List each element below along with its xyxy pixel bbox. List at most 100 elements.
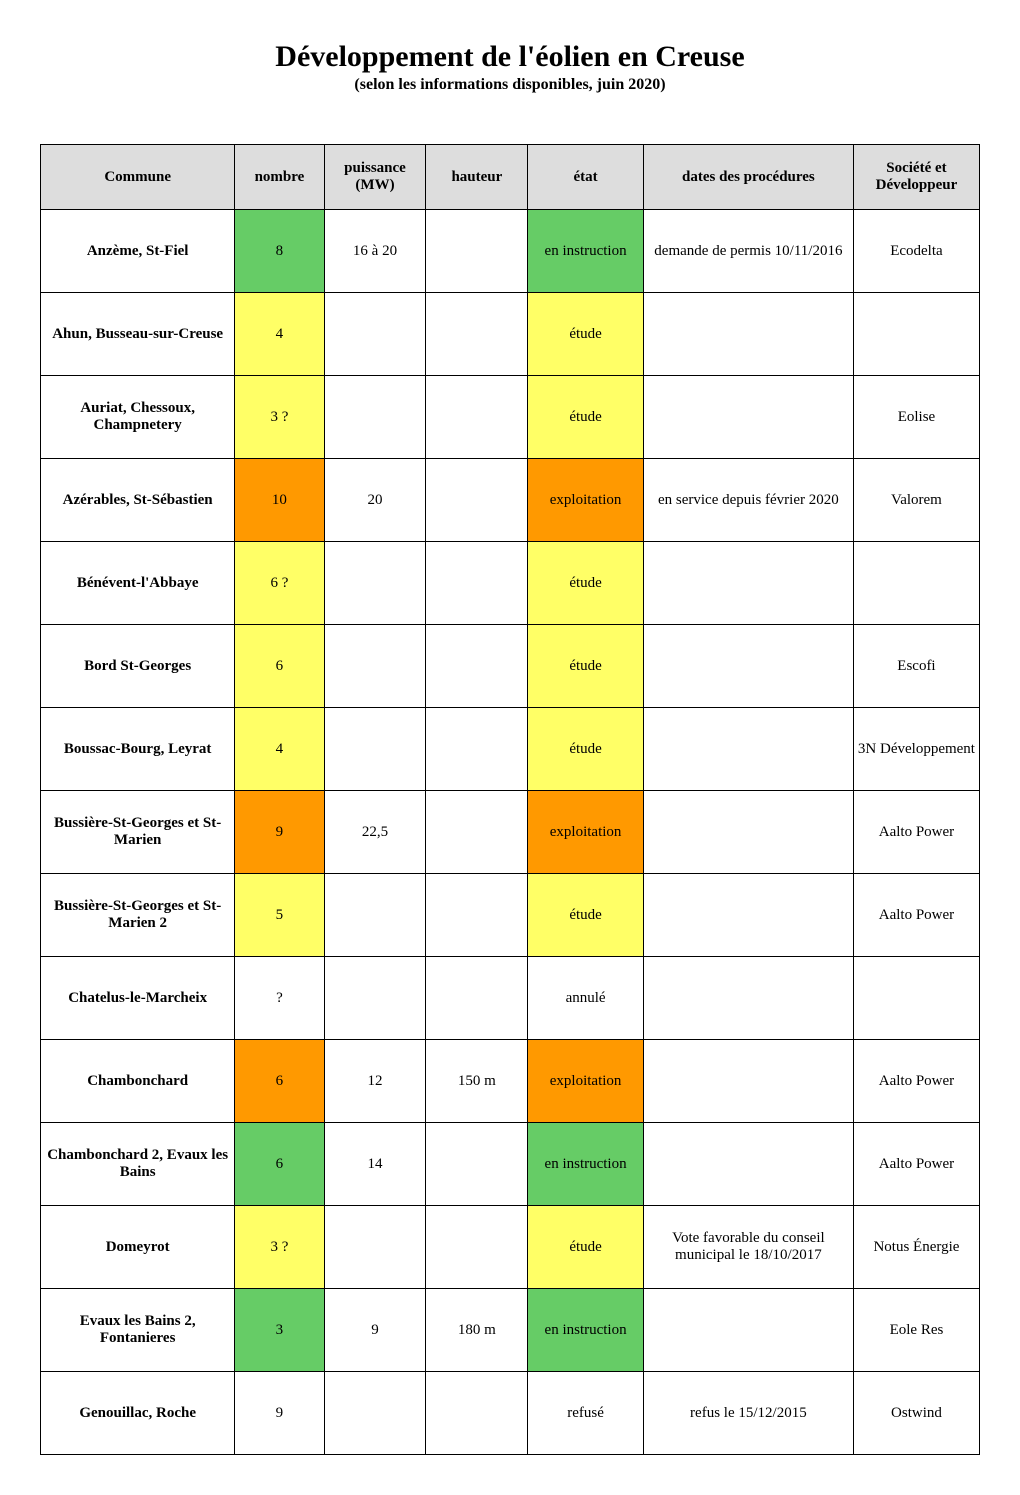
cell-commune: Auriat, Chessoux, Champnetery	[41, 376, 235, 459]
cell-dev: Ostwind	[853, 1372, 979, 1455]
cell-hauteur	[426, 708, 528, 791]
cell-puiss	[324, 1372, 426, 1455]
cell-dates	[643, 542, 853, 625]
cell-puiss: 14	[324, 1123, 426, 1206]
cell-dev: Ecodelta	[853, 210, 979, 293]
column-header-etat: état	[528, 145, 644, 210]
cell-puiss: 12	[324, 1040, 426, 1123]
column-header-dates: dates des procédures	[643, 145, 853, 210]
cell-etat: étude	[528, 293, 644, 376]
cell-dates	[643, 1040, 853, 1123]
cell-etat: exploitation	[528, 1040, 644, 1123]
cell-dev: Aalto Power	[853, 1040, 979, 1123]
column-header-nombre: nombre	[235, 145, 324, 210]
cell-puiss: 9	[324, 1289, 426, 1372]
table-row: Ahun, Busseau-sur-Creuse4 étude	[41, 293, 980, 376]
cell-commune: Genouillac, Roche	[41, 1372, 235, 1455]
cell-dev: Aalto Power	[853, 1123, 979, 1206]
cell-commune: Evaux les Bains 2, Fontanieres	[41, 1289, 235, 1372]
cell-nombre: 9	[235, 1372, 324, 1455]
cell-dates	[643, 791, 853, 874]
cell-etat: en instruction	[528, 210, 644, 293]
cell-commune: Chambonchard 2, Evaux les Bains	[41, 1123, 235, 1206]
cell-nombre: 5	[235, 874, 324, 957]
cell-puiss	[324, 542, 426, 625]
cell-dev: Escofi	[853, 625, 979, 708]
table-row: Bord St-Georges6étudeEscofi	[41, 625, 980, 708]
cell-dates	[643, 708, 853, 791]
cell-nombre: 3 ?	[235, 1206, 324, 1289]
cell-nombre: 6	[235, 1123, 324, 1206]
cell-nombre: 10	[235, 459, 324, 542]
cell-nombre: 8	[235, 210, 324, 293]
cell-hauteur	[426, 957, 528, 1040]
cell-etat: étude	[528, 708, 644, 791]
table-row: Bussière-St-Georges et St-Marien 25 étude…	[41, 874, 980, 957]
cell-nombre: 3	[235, 1289, 324, 1372]
cell-puiss: 20	[324, 459, 426, 542]
cell-etat: refusé	[528, 1372, 644, 1455]
cell-hauteur	[426, 376, 528, 459]
cell-hauteur	[426, 625, 528, 708]
table-row: Genouillac, Roche9 refusérefus le 15/12/2…	[41, 1372, 980, 1455]
cell-hauteur	[426, 1372, 528, 1455]
cell-dates	[643, 957, 853, 1040]
cell-nombre: 3 ?	[235, 376, 324, 459]
table-row: Chatelus-le-Marcheix?annulé	[41, 957, 980, 1040]
cell-dates: demande de permis 10/11/2016	[643, 210, 853, 293]
cell-dates	[643, 1289, 853, 1372]
column-header-commune: Commune	[41, 145, 235, 210]
cell-nombre: 6	[235, 1040, 324, 1123]
table-row: Bénévent-l'Abbaye6 ?étude	[41, 542, 980, 625]
cell-puiss	[324, 293, 426, 376]
cell-dates	[643, 625, 853, 708]
cell-etat: étude	[528, 1206, 644, 1289]
cell-nombre: 6	[235, 625, 324, 708]
cell-dates: refus le 15/12/2015	[643, 1372, 853, 1455]
cell-hauteur	[426, 293, 528, 376]
cell-hauteur	[426, 1123, 528, 1206]
cell-etat: étude	[528, 376, 644, 459]
column-header-dev: Société et Développeur	[853, 145, 979, 210]
cell-etat: étude	[528, 625, 644, 708]
cell-puiss	[324, 1206, 426, 1289]
column-header-puiss: puissance (MW)	[324, 145, 426, 210]
cell-etat: annulé	[528, 957, 644, 1040]
cell-dates: Vote favorable du conseil municipal le 1…	[643, 1206, 853, 1289]
cell-dev: Notus Énergie	[853, 1206, 979, 1289]
eolien-table: Communenombrepuissance (MW)hauteurétatda…	[40, 144, 980, 1455]
table-row: Azérables, St-Sébastien1020exploitatione…	[41, 459, 980, 542]
cell-commune: Bussière-St-Georges et St-Marien	[41, 791, 235, 874]
cell-commune: Bussière-St-Georges et St-Marien 2	[41, 874, 235, 957]
cell-hauteur	[426, 210, 528, 293]
table-row: Anzème, St-Fiel816 à 20en instructiondem…	[41, 210, 980, 293]
cell-dev: Aalto Power	[853, 791, 979, 874]
cell-puiss	[324, 957, 426, 1040]
cell-hauteur: 150 m	[426, 1040, 528, 1123]
cell-commune: Ahun, Busseau-sur-Creuse	[41, 293, 235, 376]
cell-puiss	[324, 708, 426, 791]
cell-dev: Eolise	[853, 376, 979, 459]
table-header: Communenombrepuissance (MW)hauteurétatda…	[41, 145, 980, 210]
cell-nombre: 4	[235, 708, 324, 791]
cell-dev	[853, 293, 979, 376]
table-row: Boussac-Bourg, Leyrat4étude3N Développem…	[41, 708, 980, 791]
cell-hauteur	[426, 459, 528, 542]
table-row: Chambonchard612150 mexploitationAalto Po…	[41, 1040, 980, 1123]
cell-etat: étude	[528, 874, 644, 957]
cell-dates	[643, 874, 853, 957]
table-row: Chambonchard 2, Evaux les Bains614en ins…	[41, 1123, 980, 1206]
cell-nombre: 4	[235, 293, 324, 376]
table-row: Auriat, Chessoux, Champnetery3 ? étude Eol…	[41, 376, 980, 459]
cell-puiss: 22,5	[324, 791, 426, 874]
cell-etat: exploitation	[528, 791, 644, 874]
cell-hauteur	[426, 1206, 528, 1289]
cell-hauteur	[426, 874, 528, 957]
header-row: Communenombrepuissance (MW)hauteurétatda…	[41, 145, 980, 210]
cell-commune: Domeyrot	[41, 1206, 235, 1289]
page-title: Développement de l'éolien en Creuse	[40, 40, 980, 74]
cell-commune: Bénévent-l'Abbaye	[41, 542, 235, 625]
cell-dev	[853, 542, 979, 625]
cell-nombre: 6 ?	[235, 542, 324, 625]
cell-etat: exploitation	[528, 459, 644, 542]
